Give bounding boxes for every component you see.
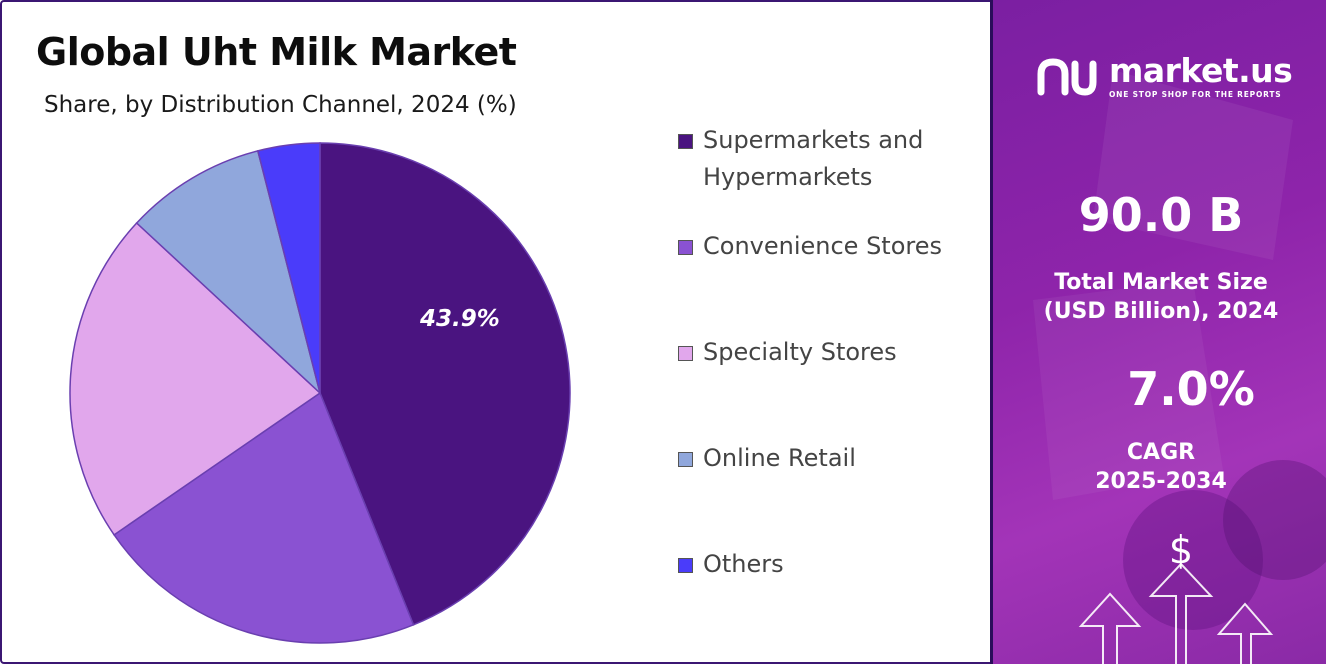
legend-label-line-1: Supermarkets and [703,126,924,154]
brand-logo: market.us ONE STOP SHOP FOR THE REPORTS [1035,50,1293,100]
pie-slice-5 [256,142,321,394]
market-size-label-line-2: (USD Billion), 2024 [1043,299,1279,324]
legend-label: Specialty Stores [703,338,897,366]
legend-item-online: Online Retail [678,440,978,477]
pie-slice-1 [319,142,571,626]
legend-item-convenience: Convenience Stores [678,228,978,265]
market-size-label: Total Market Size (USD Billion), 2024 [993,268,1326,326]
chart-subtitle: Share, by Distribution Channel, 2024 (%) [44,92,517,118]
pie-slice-2 [113,391,415,644]
pie-chart: 43.9% [69,142,571,644]
legend-swatch [678,134,693,149]
legend-label: Others [703,550,784,578]
growth-arrows-icon [1078,562,1274,664]
brand-tagline: ONE STOP SHOP FOR THE REPORTS [1109,89,1282,99]
legend-item-others: Others [678,546,978,583]
stats-sidebar: market.us ONE STOP SHOP FOR THE REPORTS … [990,0,1326,664]
pie-data-label-1: 43.9% [419,306,500,332]
legend-swatch [678,240,693,255]
legend-label-line-2: Hypermarkets [703,163,873,191]
cagr-value: 7.0% [1127,362,1255,416]
cagr-label-line-1: CAGR [1126,440,1196,465]
market-size-label-line-1: Total Market Size [1054,270,1268,295]
cagr-label: CAGR 2025-2034 [993,438,1326,496]
page-title: Global Uht Milk Market [36,30,517,74]
chart-panel: Global Uht Milk Market Share, by Distrib… [36,30,978,644]
legend-label: Online Retail [703,444,856,472]
legend-label: Supermarkets and Hypermarkets [703,122,923,196]
brand-name: market.us [1109,50,1293,90]
legend-swatch [678,346,693,361]
pie-slice-3 [69,221,322,536]
market-size-value: 90.0 B [1078,188,1244,242]
legend-item-specialty: Specialty Stores [678,334,978,371]
legend-swatch [678,452,693,467]
cagr-label-line-2: 2025-2034 [1095,469,1227,494]
legend-item-supermarkets: Supermarkets and Hypermarkets [678,122,978,196]
legend-label: Convenience Stores [703,232,943,260]
legend-swatch [678,558,693,573]
background-decoration [1033,70,1326,630]
market-us-logo-icon [1037,58,1097,96]
pie-slice-4 [135,149,322,396]
